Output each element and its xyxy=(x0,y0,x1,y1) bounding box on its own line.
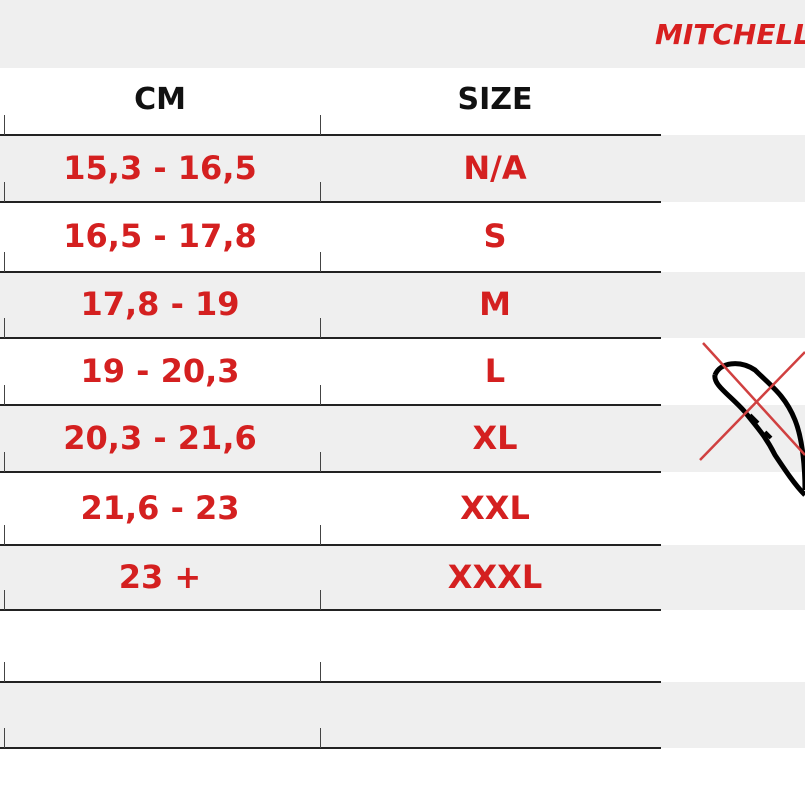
cm-cell: 17,8 - 19 xyxy=(80,285,240,323)
column-tick xyxy=(320,452,321,472)
column-tick xyxy=(4,318,5,338)
row-divider xyxy=(0,404,661,406)
size-cell: XL xyxy=(472,418,518,457)
row-band xyxy=(0,682,805,748)
column-tick xyxy=(4,252,5,272)
row-band xyxy=(0,545,805,610)
column-tick xyxy=(320,525,321,545)
column-tick xyxy=(320,662,321,682)
column-tick xyxy=(4,452,5,472)
row-band xyxy=(0,272,805,338)
row-divider xyxy=(0,747,661,749)
row-divider xyxy=(0,271,661,273)
column-tick xyxy=(4,115,5,135)
size-cell: N/A xyxy=(463,148,527,187)
column-tick xyxy=(4,728,5,748)
row-band xyxy=(0,405,805,472)
cm-cell: 23 + xyxy=(118,557,202,596)
row-divider xyxy=(0,609,661,611)
column-tick xyxy=(4,525,5,545)
column-tick xyxy=(320,590,321,610)
row-divider xyxy=(0,681,661,683)
column-tick xyxy=(320,115,321,135)
row-divider xyxy=(0,201,661,203)
row-divider xyxy=(0,544,661,546)
size-cell: XXL xyxy=(460,488,530,527)
size-cell: S xyxy=(483,217,507,255)
column-tick xyxy=(320,318,321,338)
size-cell: XXXL xyxy=(447,557,543,596)
column-tick xyxy=(320,182,321,202)
row-divider xyxy=(0,471,661,473)
cm-cell: 20,3 - 21,6 xyxy=(63,418,257,457)
cm-cell: 21,6 - 23 xyxy=(80,488,240,527)
column-tick xyxy=(4,182,5,202)
column-tick xyxy=(320,385,321,405)
size-cell: M xyxy=(479,285,511,323)
column-tick xyxy=(4,385,5,405)
title-band xyxy=(0,0,805,68)
row-band xyxy=(0,135,805,202)
cm-cell: 15,3 - 16,5 xyxy=(63,148,257,187)
column-tick xyxy=(4,590,5,610)
row-divider xyxy=(0,337,661,339)
header-cm: CM xyxy=(134,82,186,117)
row-divider xyxy=(0,134,661,136)
size-cell: L xyxy=(484,351,506,390)
brand-logo: MITCHELL xyxy=(655,18,805,51)
cm-cell: 19 - 20,3 xyxy=(80,351,240,390)
column-tick xyxy=(320,252,321,272)
header-size: SIZE xyxy=(457,82,533,117)
column-tick xyxy=(4,662,5,682)
cm-cell: 16,5 - 17,8 xyxy=(63,217,257,255)
column-tick xyxy=(320,728,321,748)
crossed-out-hand-icon xyxy=(699,342,805,497)
